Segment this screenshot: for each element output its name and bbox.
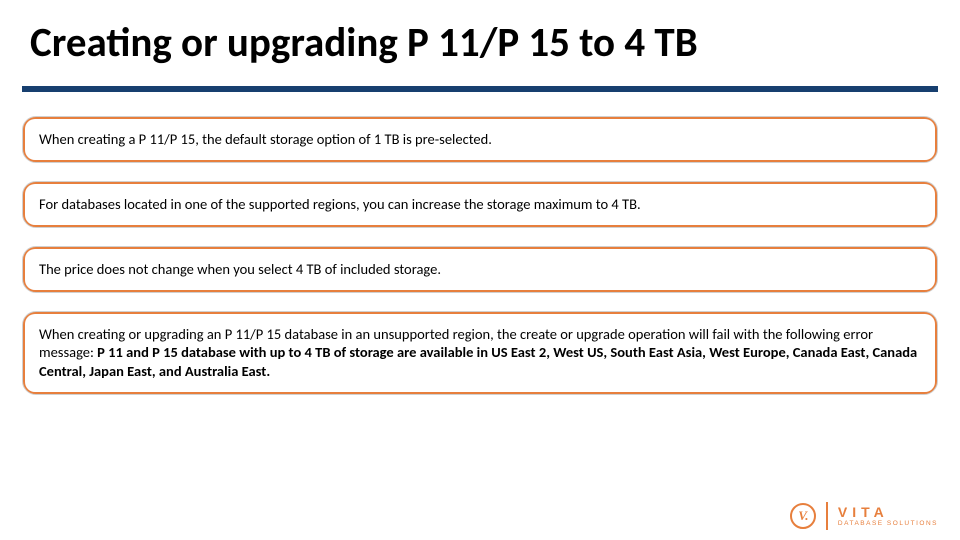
slide-title: Creating or upgrading P 11/P 15 to 4 TB (0, 0, 960, 68)
logo-circle-icon: V. (790, 503, 816, 529)
card-text: The price does not change when you selec… (39, 260, 441, 279)
content-area: When creating a P 11/P 15, the default s… (0, 92, 960, 395)
card-inner: When creating a P 11/P 15, the default s… (25, 119, 935, 160)
info-card: The price does not change when you selec… (22, 246, 938, 293)
logo-separator (826, 502, 828, 530)
logo-brand: VITA (838, 505, 938, 519)
card-inner: When creating or upgrading an P 11/P 15 … (25, 314, 935, 393)
logo: V. VITA DATABASE SOLUTIONS (790, 502, 938, 530)
info-card: For databases located in one of the supp… (22, 181, 938, 228)
info-card: When creating or upgrading an P 11/P 15 … (22, 311, 938, 396)
card-bold: P 11 and P 15 database with up to 4 TB o… (39, 343, 917, 380)
card-inner: The price does not change when you selec… (25, 249, 935, 290)
logo-letter: V. (798, 508, 808, 524)
logo-subtitle: DATABASE SOLUTIONS (838, 521, 938, 528)
info-card: When creating a P 11/P 15, the default s… (22, 116, 938, 163)
card-inner: For databases located in one of the supp… (25, 184, 935, 225)
card-text: When creating or upgrading an P 11/P 15 … (39, 325, 921, 382)
card-text: When creating a P 11/P 15, the default s… (39, 130, 492, 149)
card-text: For databases located in one of the supp… (39, 195, 641, 214)
logo-text: VITA DATABASE SOLUTIONS (838, 505, 938, 528)
